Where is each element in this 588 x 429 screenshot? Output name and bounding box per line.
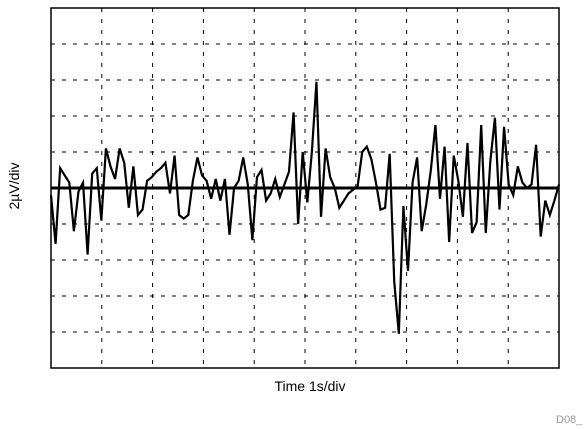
y-axis-label: 2µV/div — [6, 162, 22, 210]
x-axis-label: Time 1s/div — [274, 378, 346, 394]
series-line-1 — [49, 81, 561, 334]
series-group — [49, 81, 561, 334]
figure-code: D08_ — [556, 414, 583, 426]
